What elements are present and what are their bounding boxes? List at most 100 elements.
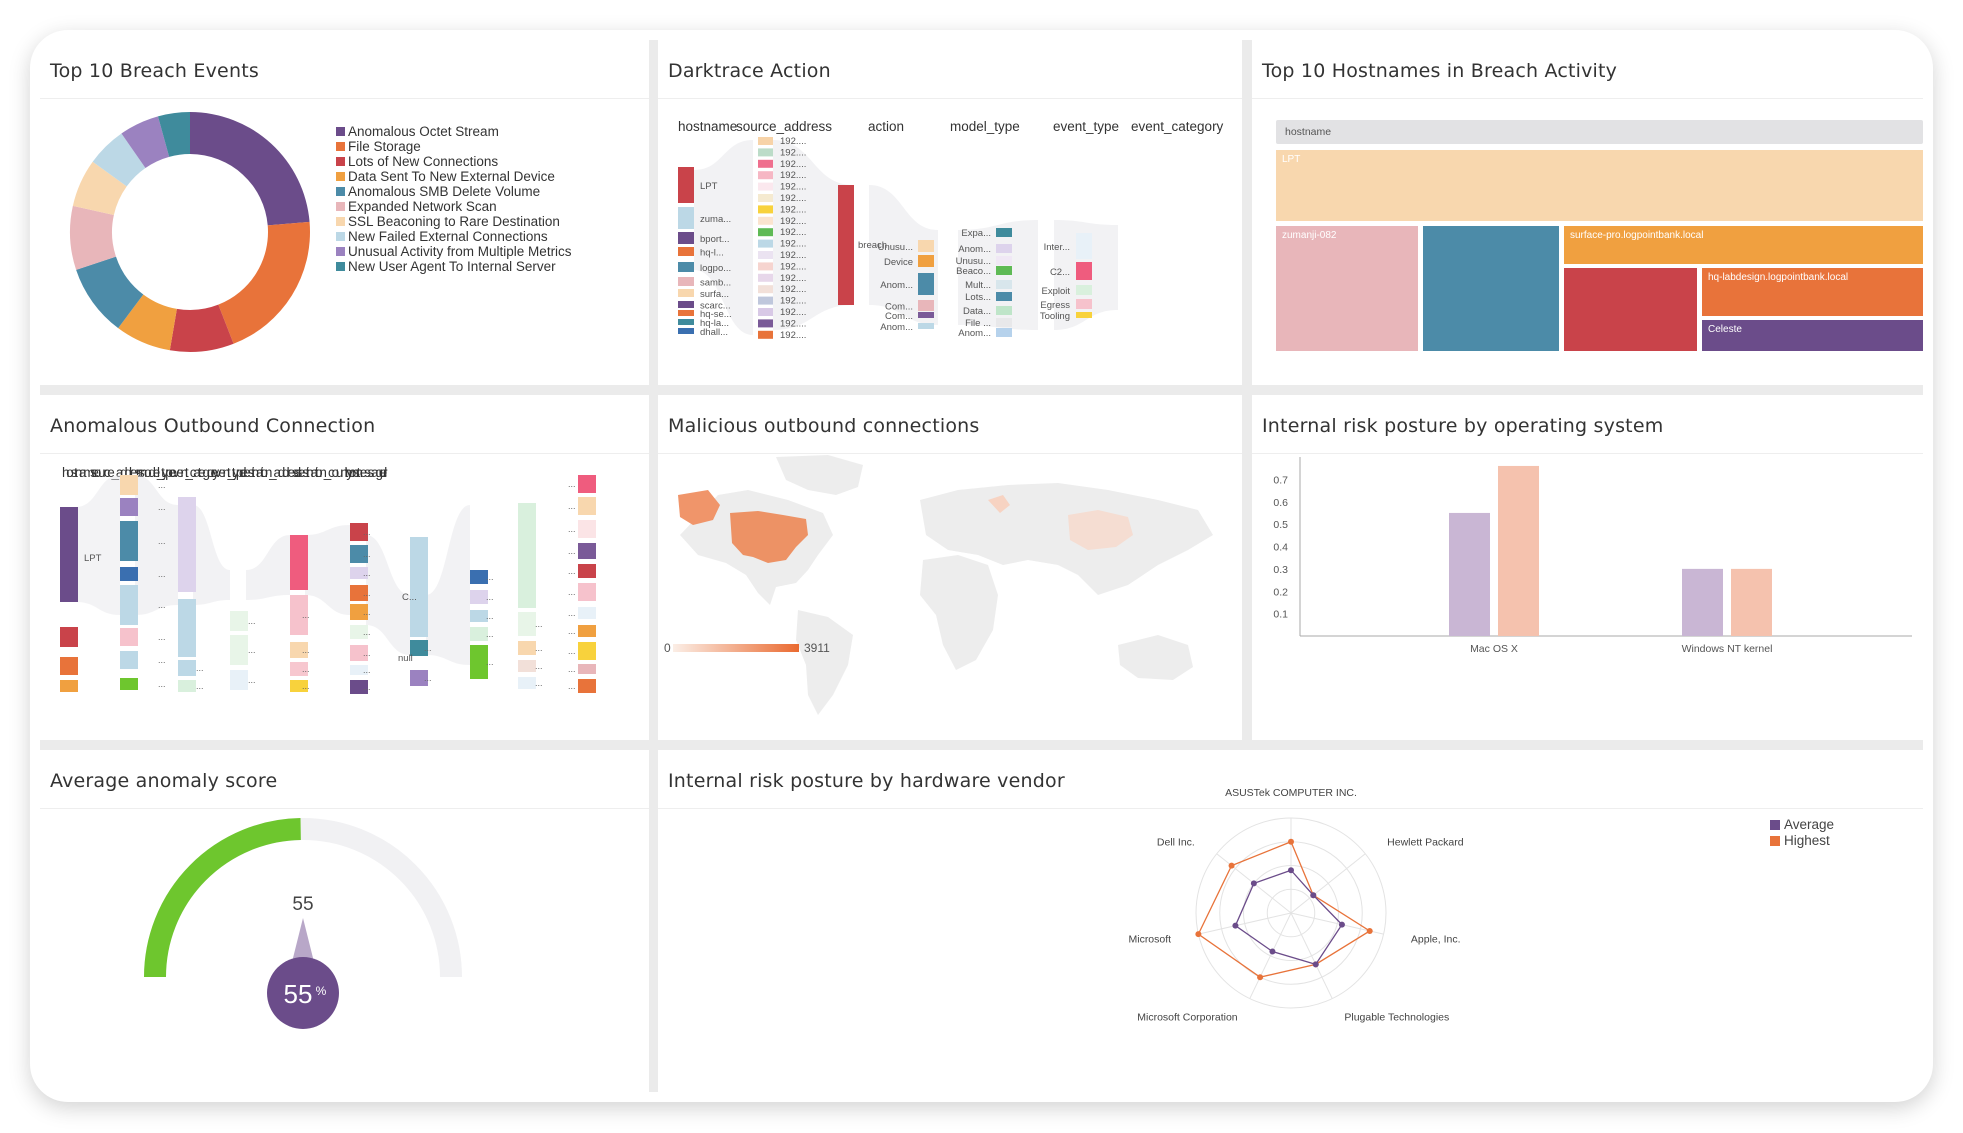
treemap-cell-hq-labdesign[interactable]: hq-labdesign.logpointbank.local [1702, 268, 1923, 316]
outbound-sankey-chart[interactable]: LPT.....................................… [40, 395, 649, 740]
legend-item[interactable]: Anomalous SMB Delete Volume [336, 184, 572, 199]
sankey-node-label: Anom... [880, 322, 913, 333]
bar[interactable] [1682, 568, 1723, 636]
sankey-node-label: ... [568, 587, 576, 597]
radar-point[interactable] [1338, 921, 1345, 928]
y-tick-label: 0.6 [1273, 497, 1288, 509]
radar-point[interactable] [1366, 927, 1373, 934]
bar[interactable] [1449, 512, 1490, 636]
legend-item[interactable]: Anomalous Octet Stream [336, 124, 572, 139]
treemap-cell-teal[interactable] [1423, 226, 1559, 351]
legend-item[interactable]: File Storage [336, 139, 572, 154]
donut-slice[interactable] [157, 112, 190, 157]
sankey-flow [366, 535, 410, 655]
legend-item[interactable]: Unusual Activity from Multiple Metrics [336, 244, 572, 259]
donut-slice[interactable] [92, 133, 146, 187]
donut-slice[interactable] [190, 112, 310, 226]
panel-title: Top 10 Hostnames in Breach Activity [1262, 60, 1618, 82]
region-europe-highlight[interactable] [988, 495, 1010, 513]
treemap-cell-zumanji[interactable]: zumanji-082 [1276, 226, 1418, 351]
sankey-node [410, 670, 428, 686]
sankey-node [350, 625, 368, 639]
hardware-risk-panel[interactable]: Internal risk posture by hardware vendor… [658, 750, 1923, 1092]
radar-point[interactable] [1288, 838, 1294, 845]
hostnames-panel[interactable]: Top 10 Hostnames in Breach Activity host… [1252, 40, 1923, 385]
os-risk-panel[interactable]: Internal risk posture by operating syste… [1252, 395, 1923, 740]
radar-point[interactable] [1269, 948, 1276, 955]
anomalous-outbound-panel[interactable]: Anomalous Outbound Connection hostname s… [40, 395, 649, 740]
sankey-node-label: Tooling [1040, 311, 1070, 322]
donut-slice[interactable] [76, 256, 144, 329]
sankey-node-label: Anom... [958, 244, 991, 255]
hardware-risk-radar-chart[interactable]: ASUSTek COMPUTER INC. Hewlett Packard Appl… [658, 750, 1923, 1092]
radar-point[interactable] [1312, 961, 1319, 968]
legend-label: Unusual Activity from Multiple Metrics [348, 244, 572, 259]
legend-item[interactable]: Expanded Network Scan [336, 199, 572, 214]
bar[interactable] [1498, 465, 1539, 636]
legend-item[interactable]: SSL Beaconing to Rare Destination [336, 214, 572, 229]
sankey-node-label: ... [158, 480, 166, 490]
radar-point[interactable] [1195, 931, 1202, 938]
sankey-node-label: ... [196, 681, 204, 691]
os-risk-bar-chart[interactable]: 0.1 0.2 0.3 0.4 0.5 0.6 0.7 Mac OS X Windows NT … [1252, 395, 1923, 740]
bar[interactable] [1731, 568, 1772, 636]
sankey-node-label: ... [363, 549, 371, 559]
sankey-node [178, 497, 196, 592]
sankey-column-header: event_category [1131, 119, 1224, 134]
radar-point[interactable] [1228, 862, 1235, 869]
treemap-cell-celeste[interactable]: Celeste [1702, 320, 1923, 351]
legend-item[interactable]: Data Sent To New External Device [336, 169, 572, 184]
sankey-flows [76, 475, 470, 665]
sankey-node-label: ... [158, 600, 166, 610]
sankey-node-label: ... [363, 527, 371, 537]
donut-slice[interactable] [169, 304, 234, 352]
breach-events-donut-chart[interactable] [40, 40, 649, 385]
radar-point[interactable] [1257, 974, 1264, 981]
region-usa[interactable] [730, 511, 808, 563]
radar-point[interactable] [1288, 867, 1294, 874]
sankey-node-hostname [678, 310, 694, 316]
sankey-node [120, 628, 138, 646]
legend-swatch [1770, 836, 1780, 846]
sankey-node-label: Unusu... [956, 256, 991, 267]
donut-slice[interactable] [118, 294, 177, 351]
anomaly-score-panel[interactable]: Average anomaly score 55 55 % [40, 750, 649, 1092]
donut-slice[interactable] [70, 205, 116, 270]
sankey-node [470, 570, 488, 584]
donut-slice[interactable] [72, 161, 127, 216]
sankey-flow [135, 475, 178, 615]
sankey-node [518, 641, 536, 655]
sankey-node-label: Anom... [880, 280, 913, 291]
legend-swatch [336, 217, 345, 226]
anomaly-gauge[interactable]: 55 55 % [40, 750, 649, 1092]
sankey-node-label: 192.... [780, 250, 806, 261]
legend-item[interactable]: New User Agent To Internal Server [336, 259, 572, 274]
treemap-cell-lpt[interactable]: LPT [1276, 150, 1923, 221]
treemap-cell-red[interactable] [1564, 268, 1697, 351]
region-alaska[interactable] [678, 490, 720, 525]
treemap-cell-surface-pro[interactable]: surface-pro.logpointbank.local [1564, 226, 1923, 264]
legend-item[interactable]: New Failed External Connections [336, 229, 572, 244]
darktrace-action-panel[interactable]: Darktrace Action hostname source_address a… [658, 40, 1242, 385]
sankey-flow [76, 475, 120, 615]
panel-title: Average anomaly score [50, 770, 278, 792]
radar-point[interactable] [1310, 892, 1317, 899]
malicious-outbound-panel[interactable]: Malicious outbound connections 0 [658, 395, 1242, 740]
radar-point[interactable] [1232, 922, 1239, 929]
legend-item[interactable]: Lots of New Connections [336, 154, 572, 169]
sankey-node-label: ... [158, 632, 166, 642]
radar-axis-label: Microsoft [1128, 934, 1171, 946]
donut-slice[interactable] [121, 116, 170, 168]
sankey-node-source [758, 228, 773, 237]
radar-point[interactable] [1250, 880, 1257, 887]
donut-slice[interactable] [218, 221, 310, 344]
world-map[interactable]: 0 3911 [658, 395, 1242, 740]
sankey-node-label: ... [568, 501, 576, 511]
treemap-header-label: hostname [1285, 126, 1332, 138]
region-china[interactable] [1068, 510, 1133, 550]
cell-label: hq-labdesign.logpointbank.local [1708, 272, 1849, 283]
radar-axis [1290, 853, 1366, 914]
sankey-node-label: ... [248, 616, 256, 626]
breach-events-panel[interactable]: Top 10 Breach Events Anomalous Octet Str… [40, 40, 649, 385]
